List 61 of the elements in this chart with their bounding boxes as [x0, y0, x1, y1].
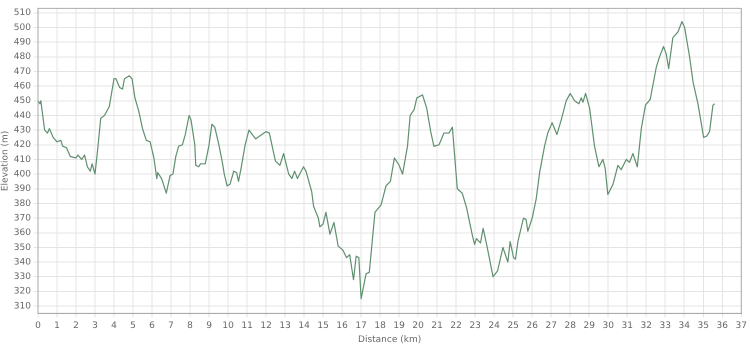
x-tick-label: 35: [698, 321, 709, 332]
x-tick-label: 36: [716, 321, 728, 332]
x-tick-label: 8: [187, 321, 194, 332]
x-tick-label: 16: [336, 321, 348, 332]
y-tick-label: 390: [14, 184, 32, 194]
y-tick-label: 380: [14, 198, 32, 209]
x-tick-label: 29: [583, 321, 596, 332]
y-tick-label: 400: [14, 169, 32, 180]
x-tick-label: 23: [469, 321, 481, 332]
x-tick-label: 0: [35, 321, 42, 332]
y-tick-label: 320: [14, 286, 32, 297]
x-tick-label: 6: [149, 321, 156, 332]
x-tick-label: 7: [168, 321, 174, 332]
y-tick-label: 350: [14, 242, 32, 253]
y-tick-label: 490: [14, 37, 32, 48]
x-tick-label: 2: [73, 321, 79, 332]
x-tick-label: 30: [602, 321, 614, 332]
y-tick-label: 480: [14, 52, 32, 62]
x-tick-label: 14: [298, 321, 310, 332]
x-tick-label: 31: [622, 321, 633, 332]
y-tick-label: 440: [14, 110, 32, 121]
y-tick-label: 460: [14, 81, 32, 92]
x-tick-label: 19: [393, 321, 406, 332]
y-tick-label: 470: [14, 66, 32, 77]
x-tick-label: 21: [431, 321, 443, 332]
x-tick-label: 3: [92, 321, 98, 332]
x-tick-label: 5: [130, 321, 136, 332]
x-tick-label: 27: [545, 321, 557, 332]
x-tick-label: 20: [412, 321, 424, 332]
y-tick-label: 310: [14, 301, 32, 312]
x-tick-label: 9: [206, 321, 212, 332]
y-tick-label: 510: [14, 8, 32, 18]
x-tick-label: 18: [374, 321, 386, 332]
x-tick-label: 17: [355, 321, 367, 332]
y-tick-label: 430: [14, 125, 32, 136]
x-tick-label: 10: [222, 321, 234, 332]
x-tick-label: 15: [317, 321, 329, 332]
x-tick-label: 12: [260, 321, 272, 332]
x-axis-title: Distance (km): [358, 334, 422, 345]
x-tick-label: 22: [450, 321, 462, 332]
y-tick-label: 370: [14, 213, 32, 224]
x-tick-label: 1: [54, 321, 60, 332]
x-tick-label: 13: [279, 321, 291, 332]
y-tick-label: 360: [14, 228, 32, 238]
y-axis-title: Elevation (m): [0, 130, 11, 192]
y-tick-label: 420: [14, 140, 32, 150]
x-tick-label: 34: [678, 321, 690, 332]
x-tick-label: 11: [241, 321, 253, 332]
x-tick-label: 33: [660, 321, 671, 332]
x-tick-label: 24: [488, 321, 500, 332]
x-tick-label: 25: [507, 321, 519, 332]
y-tick-label: 410: [14, 154, 32, 165]
x-tick-label: 37: [736, 321, 747, 332]
y-tick-label: 500: [14, 22, 32, 33]
x-tick-label: 32: [640, 321, 652, 332]
y-tick-label: 340: [14, 257, 32, 268]
x-tick-label: 26: [526, 321, 538, 332]
x-tick-label: 4: [111, 321, 118, 332]
x-tick-label: 28: [564, 321, 576, 332]
y-tick-label: 450: [14, 96, 32, 106]
y-tick-label: 330: [14, 272, 32, 282]
